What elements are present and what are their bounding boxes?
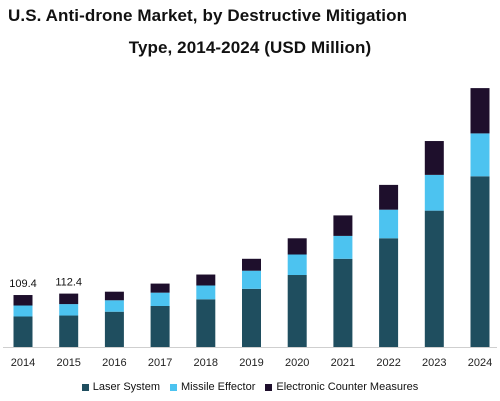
bar-2017-series-0 bbox=[150, 305, 170, 347]
bar-2019-series-1 bbox=[242, 270, 261, 289]
chart-title-line-2: Type, 2014-2024 (USD Million) bbox=[128, 38, 372, 57]
x-tick-label: 2021 bbox=[331, 357, 355, 369]
bar-2014-series-0 bbox=[13, 316, 33, 347]
bar-2020-series-1 bbox=[287, 254, 307, 276]
bar-2016-series-0 bbox=[104, 311, 124, 347]
bar-2018-series-2 bbox=[196, 274, 216, 286]
chart-title-line-1: U.S. Anti-drone Market, by Destructive M… bbox=[8, 6, 408, 25]
bar-2023-series-0 bbox=[424, 210, 444, 347]
chart-legend: Laser System Missile Effector Electronic C… bbox=[0, 379, 500, 395]
x-tick-label: 2020 bbox=[285, 357, 309, 369]
bar-2014-series-2 bbox=[13, 295, 33, 306]
bar-2022-series-0 bbox=[379, 238, 399, 347]
bar-2023-series-2 bbox=[424, 141, 444, 175]
x-tick-label: 2016 bbox=[102, 357, 126, 369]
legend-item-0: Laser System bbox=[81, 381, 161, 393]
x-tick-label: 2014 bbox=[11, 357, 35, 369]
x-tick-label: 2019 bbox=[239, 357, 263, 369]
legend-item-1: Missile Effector bbox=[170, 381, 255, 393]
bar-2020-series-0 bbox=[287, 275, 307, 347]
bar-2018-series-0 bbox=[196, 299, 216, 347]
x-tick-label: 2022 bbox=[376, 357, 400, 369]
bar-2024-series-2 bbox=[470, 88, 490, 134]
x-tick-label: 2015 bbox=[56, 357, 80, 369]
bar-2016-series-2 bbox=[104, 291, 124, 301]
legend-label: Electronic Counter Measures bbox=[276, 381, 419, 393]
x-tick-label: 2023 bbox=[422, 357, 446, 369]
bar-2019-series-2 bbox=[242, 258, 261, 271]
legend-label: Missile Effector bbox=[181, 381, 256, 393]
legend-label: Laser System bbox=[92, 381, 161, 393]
bar-2024-series-1 bbox=[470, 133, 490, 177]
bar-2017-series-1 bbox=[150, 292, 170, 306]
bar-2022-series-1 bbox=[379, 209, 399, 239]
x-tick-label: 2024 bbox=[468, 357, 492, 369]
bar-2015-series-2 bbox=[59, 293, 79, 305]
bar-2024-series-0 bbox=[470, 176, 490, 347]
bar-2020-series-2 bbox=[287, 238, 307, 255]
bar-2021-series-2 bbox=[333, 215, 353, 236]
legend-swatch bbox=[170, 383, 178, 391]
bar-2014-series-1 bbox=[13, 305, 33, 317]
legend-swatch bbox=[81, 383, 89, 391]
x-tick-label: 2017 bbox=[148, 357, 172, 369]
legend-swatch bbox=[265, 383, 273, 391]
bar-2022-series-2 bbox=[379, 184, 399, 210]
bar-2015-series-0 bbox=[59, 315, 79, 347]
bar-2021-series-0 bbox=[333, 258, 353, 347]
bar-2016-series-1 bbox=[104, 300, 124, 312]
bar-2015-series-1 bbox=[59, 304, 79, 316]
bar-2018-series-1 bbox=[196, 285, 216, 300]
x-tick-label: 2018 bbox=[194, 357, 218, 369]
bar-2017-series-2 bbox=[150, 283, 170, 293]
bar-2021-series-1 bbox=[333, 235, 353, 259]
bar-2019-series-0 bbox=[242, 288, 261, 347]
bar-2023-series-1 bbox=[424, 174, 444, 211]
data-label-2015: 112.4 bbox=[55, 277, 82, 289]
data-label-2014: 109.4 bbox=[9, 278, 37, 290]
legend-item-2: Electronic Counter Measures bbox=[265, 381, 418, 393]
